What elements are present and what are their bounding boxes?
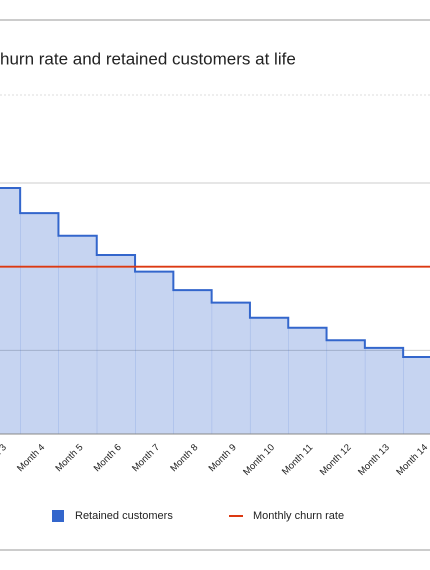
area-step [211, 302, 251, 434]
area-step [20, 213, 59, 434]
legend-marker [52, 510, 64, 522]
x-tick-label: Month 5 [53, 442, 85, 474]
area-step [96, 254, 136, 434]
x-tick-label: Month 14 [394, 442, 430, 478]
x-tick-label: Month 13 [356, 442, 392, 478]
x-tick-label: Month 10 [241, 442, 277, 478]
area-step [0, 188, 21, 434]
area-step [249, 317, 289, 434]
x-tick-label: Month 4 [15, 442, 47, 474]
area-step [173, 290, 213, 434]
area-step [58, 235, 98, 434]
x-tick-label: Month 11 [280, 442, 315, 477]
x-tick-label: Month 7 [130, 442, 162, 474]
legend-label: Retained customers [75, 510, 173, 522]
x-tick-label: Month 6 [92, 442, 124, 474]
area-outline [0, 187, 430, 359]
area-step [288, 327, 328, 434]
chart-title: hurn rate and retained customers at life [0, 49, 296, 68]
area-step [326, 340, 366, 434]
area-step [364, 347, 404, 434]
x-tick-label: Month 12 [318, 442, 354, 478]
area-step [135, 271, 174, 434]
x-tick-label: Month 8 [168, 442, 200, 474]
x-tick-label: Month 9 [207, 442, 239, 474]
area-step [403, 357, 430, 434]
x-tick-label: Month 3 [0, 442, 9, 474]
legend-label: Monthly churn rate [253, 510, 344, 522]
series-area [0, 187, 430, 434]
